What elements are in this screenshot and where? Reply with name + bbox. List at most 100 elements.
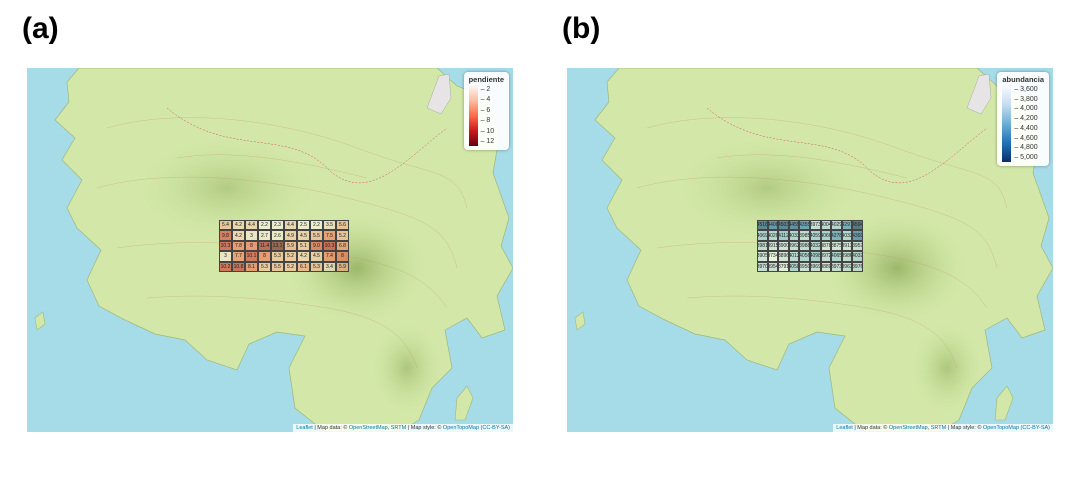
grid-cell[interactable]: 2.2 bbox=[258, 220, 271, 231]
grid-cell[interactable]: 3900 bbox=[778, 240, 789, 252]
cc-link[interactable]: (CC-BY-SA) bbox=[480, 425, 510, 431]
grid-cell[interactable]: 6.8 bbox=[336, 240, 349, 252]
cc-link[interactable]: (CC-BY-SA) bbox=[1020, 425, 1050, 431]
grid-cell[interactable]: 13.1 bbox=[271, 240, 284, 252]
grid-cell[interactable]: 5.9 bbox=[284, 240, 297, 252]
grid-cell[interactable]: 4069 bbox=[757, 230, 768, 241]
grid-cell[interactable]: 4026 bbox=[767, 230, 779, 241]
grid-cell[interactable]: 4.4 bbox=[245, 220, 258, 231]
grid-cell[interactable]: 3976 bbox=[852, 261, 863, 272]
grid-cell[interactable]: 3950 bbox=[799, 261, 810, 272]
grid-cell[interactable]: 4455 bbox=[788, 220, 800, 231]
grid-cell[interactable]: 4058 bbox=[788, 261, 800, 272]
grid-cell[interactable]: 7.8 bbox=[232, 240, 245, 252]
grid-cell[interactable]: 8 bbox=[245, 240, 258, 252]
grid-cell[interactable]: 4.4 bbox=[284, 220, 297, 231]
leaflet-link[interactable]: Leaflet bbox=[296, 425, 313, 431]
grid-cell[interactable]: 3973 bbox=[831, 261, 842, 272]
grid-cell[interactable]: 5.2 bbox=[284, 251, 297, 262]
grid-cell[interactable]: 3.5 bbox=[323, 220, 336, 231]
grid-cell[interactable]: 4.2 bbox=[297, 251, 310, 262]
leaflet-link[interactable]: Leaflet bbox=[836, 425, 853, 431]
grid-cell[interactable]: 4032 bbox=[810, 240, 821, 252]
otm-link[interactable]: OpenTopoMap bbox=[982, 425, 1020, 431]
grid-cell[interactable]: 9.8 bbox=[219, 230, 232, 241]
grid-cell[interactable]: 5.2 bbox=[284, 261, 297, 272]
grid-cell[interactable]: 3913 bbox=[841, 240, 853, 252]
grid-cell[interactable]: 4278 bbox=[831, 230, 842, 241]
grid-cell[interactable]: 8 bbox=[336, 251, 349, 262]
otm-link[interactable]: OpenTopoMap bbox=[442, 425, 480, 431]
grid-cell[interactable]: 10.3 bbox=[323, 240, 336, 252]
grid-cell[interactable]: 8 bbox=[258, 251, 271, 262]
grid-cell[interactable]: 4004 bbox=[820, 220, 832, 231]
grid-cell[interactable]: 4406 bbox=[767, 220, 779, 231]
grid-cell[interactable]: 4355 bbox=[799, 220, 810, 231]
grid-cell[interactable]: 5.2 bbox=[336, 230, 349, 241]
grid-cell[interactable]: 4033 bbox=[788, 230, 800, 241]
grid-cell[interactable]: 4032 bbox=[852, 251, 863, 262]
grid-cell[interactable]: 2.3 bbox=[271, 220, 284, 231]
grid-cell[interactable]: 10.8 bbox=[232, 261, 245, 272]
grid-cell[interactable]: 3973 bbox=[810, 220, 821, 231]
grid-cell[interactable]: 2.2 bbox=[310, 220, 323, 231]
grid-cell[interactable]: 5.3 bbox=[310, 261, 323, 272]
grid-cell[interactable]: 4594 bbox=[852, 220, 863, 231]
srtm-link[interactable]: SRTM bbox=[930, 425, 947, 431]
grid-cell[interactable]: 3 bbox=[219, 251, 232, 262]
grid-cell[interactable]: 7.4 bbox=[323, 251, 336, 262]
grid-cell[interactable]: 4393 bbox=[852, 230, 863, 241]
osm-link[interactable]: OpenStreetMap bbox=[888, 425, 928, 431]
grid-cell[interactable]: 3889 bbox=[820, 261, 832, 272]
grid-cell[interactable]: 3962 bbox=[788, 240, 800, 252]
grid-cell[interactable]: 3986 bbox=[841, 251, 853, 262]
grid-cell[interactable]: 8.1 bbox=[245, 261, 258, 272]
grid-cell[interactable]: 4032 bbox=[841, 230, 853, 241]
grid-cell[interactable]: 2.5 bbox=[297, 220, 310, 231]
grid-cell[interactable]: 5.3 bbox=[271, 251, 284, 262]
grid-cell[interactable]: 4291 bbox=[841, 220, 853, 231]
grid-cell[interactable]: 3915 bbox=[767, 240, 779, 252]
grid-cell[interactable]: 3963 bbox=[841, 261, 853, 272]
grid-cell[interactable]: 5.4 bbox=[219, 220, 232, 231]
grid-cell[interactable]: 5.9 bbox=[336, 261, 349, 272]
grid-cell[interactable]: 3734 bbox=[767, 251, 779, 262]
osm-link[interactable]: OpenStreetMap bbox=[348, 425, 388, 431]
grid-cell[interactable]: 2.7 bbox=[258, 230, 271, 241]
grid-cell[interactable]: 5.3 bbox=[258, 261, 271, 272]
grid-cell[interactable]: 4012 bbox=[788, 251, 800, 262]
srtm-link[interactable]: SRTM bbox=[390, 425, 407, 431]
grid-cell[interactable]: 4518 bbox=[757, 220, 768, 231]
grid-cell[interactable]: 4.2 bbox=[232, 230, 245, 241]
grid-cell[interactable]: 4056 bbox=[799, 251, 810, 262]
map-b[interactable]: 4518 4406 4503 4455 4355 3973 4004 4029 4291 4594… bbox=[567, 68, 1053, 432]
grid-cell[interactable]: 3985 bbox=[799, 230, 810, 241]
grid-cell[interactable]: 10.3 bbox=[219, 240, 232, 252]
grid-cell[interactable]: 3905 bbox=[757, 251, 768, 262]
grid-cell[interactable]: 4.5 bbox=[297, 230, 310, 241]
grid-cell[interactable]: 5.1 bbox=[297, 240, 310, 252]
grid-cell[interactable]: 3969 bbox=[810, 261, 821, 272]
grid-cell[interactable]: 10.1 bbox=[245, 251, 258, 262]
grid-cell[interactable]: 3957 bbox=[852, 240, 863, 252]
grid-cell[interactable]: 3972 bbox=[820, 251, 832, 262]
grid-cell[interactable]: 3970 bbox=[757, 261, 768, 272]
grid-cell[interactable]: 3 bbox=[245, 230, 258, 241]
grid-cell[interactable]: 4.5 bbox=[310, 251, 323, 262]
grid-cell[interactable]: 4059 bbox=[810, 230, 821, 241]
grid-cell[interactable]: 4065 bbox=[831, 251, 842, 262]
grid-cell[interactable]: 7.5 bbox=[323, 230, 336, 241]
grid-cell[interactable]: 11.4 bbox=[258, 240, 271, 252]
grid-cell[interactable]: 5.6 bbox=[336, 220, 349, 231]
grid-cell[interactable]: 3878 bbox=[820, 240, 832, 252]
map-a[interactable]: 5.4 4.2 4.4 2.2 2.3 4.4 2.5 2.2 3.5 5.6 9.8 4.2 3 2.7… bbox=[27, 68, 513, 432]
grid-cell[interactable]: 3981 bbox=[757, 240, 768, 252]
grid-cell[interactable]: 7.7 bbox=[232, 251, 245, 262]
grid-cell[interactable]: 4066 bbox=[820, 230, 832, 241]
grid-cell[interactable]: 2.6 bbox=[271, 230, 284, 241]
grid-cell[interactable]: 3.4 bbox=[323, 261, 336, 272]
grid-cell[interactable]: 9.0 bbox=[310, 240, 323, 252]
grid-cell[interactable]: 4503 bbox=[778, 220, 789, 231]
grid-cell[interactable]: 4.2 bbox=[232, 220, 245, 231]
grid-cell[interactable]: 3896 bbox=[778, 251, 789, 262]
